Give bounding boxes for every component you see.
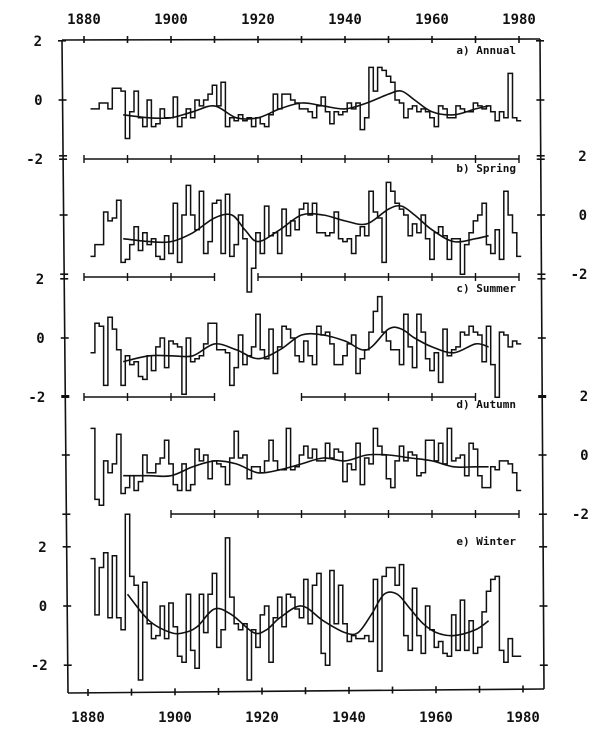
right-y-tick-label: 2 bbox=[580, 389, 588, 405]
panels: a) Annual b) Spring c) Summer d) Autumn e) W… bbox=[83, 44, 522, 681]
top-x-axis: 1880 1900 1920 1940 1960 1980 bbox=[67, 12, 536, 43]
left-axis-line bbox=[61, 39, 69, 694]
smoothed-series-summer-smoothed bbox=[123, 326, 489, 363]
right-y-tick-label: 0 bbox=[580, 448, 588, 464]
bottom-x-tick-label: 1900 bbox=[158, 710, 192, 726]
left-y-tick-label: -2 bbox=[28, 390, 45, 406]
panel-d: d) Autumn bbox=[90, 398, 522, 518]
right-y-tick-label: 0 bbox=[579, 208, 587, 224]
top-x-tick-label: 1900 bbox=[154, 12, 188, 28]
panel-label-c: c) Summer bbox=[456, 282, 516, 295]
bottom-x-tick-label: 1880 bbox=[71, 710, 105, 726]
smoothed-series-spring-smoothed bbox=[123, 204, 489, 244]
bottom-x-tick-label: 1940 bbox=[332, 710, 366, 726]
panel-a: a) Annual bbox=[83, 44, 522, 163]
left-y-tick-label: 0 bbox=[39, 599, 47, 615]
panel-label-d: d) Autumn bbox=[456, 398, 516, 411]
bottom-x-tick-label: 1920 bbox=[245, 710, 279, 726]
top-x-tick-label: 1920 bbox=[241, 12, 275, 28]
right-y-tick-label: -2 bbox=[572, 507, 589, 523]
left-y-tick-label: 0 bbox=[34, 93, 42, 109]
top-x-tick-label: 1880 bbox=[67, 12, 101, 28]
step-series-summer-anomaly bbox=[90, 295, 522, 398]
step-series-autumn-anomaly bbox=[90, 427, 522, 507]
left-y-tick-label: 2 bbox=[38, 540, 46, 556]
right-axis-line bbox=[539, 38, 545, 690]
smoothed-series-autumn-smoothed bbox=[123, 453, 489, 478]
left-y-axis: 2 0 -2 2 0 -2 2 0 -2 bbox=[26, 34, 72, 674]
top-x-tick-label: 1960 bbox=[415, 12, 449, 28]
panel-b: b) Spring bbox=[83, 162, 522, 293]
left-y-tick-label: -2 bbox=[26, 152, 43, 168]
step-series-winter-anomaly bbox=[90, 513, 522, 681]
panel-e: e) Winter bbox=[90, 513, 522, 681]
smoothed-series-annual-smoothed bbox=[123, 90, 489, 120]
right-y-tick-label: -2 bbox=[571, 267, 588, 283]
step-series-spring-anomaly bbox=[90, 181, 522, 293]
bottom-x-axis: 1880 1900 1920 1940 1960 1980 bbox=[71, 685, 540, 726]
panel-c: c) Summer bbox=[83, 282, 522, 401]
left-y-tick-label: 2 bbox=[34, 34, 42, 50]
left-y-tick-label: 2 bbox=[36, 272, 44, 288]
panel-label-e: e) Winter bbox=[456, 535, 516, 548]
left-y-tick-label: -2 bbox=[31, 658, 48, 674]
bottom-x-tick-label: 1980 bbox=[506, 710, 540, 726]
smoothed-series-winter-smoothed bbox=[126, 591, 490, 637]
panel-label-b: b) Spring bbox=[456, 162, 516, 175]
left-y-tick-label: 0 bbox=[36, 331, 44, 347]
top-x-tick-label: 1940 bbox=[328, 12, 362, 28]
right-y-tick-label: 2 bbox=[578, 149, 586, 165]
panel-label-a: a) Annual bbox=[456, 44, 516, 57]
right-y-axis: 2 0 -2 2 0 -2 bbox=[536, 39, 589, 667]
bottom-x-tick-label: 1960 bbox=[419, 710, 453, 726]
top-x-tick-label: 1980 bbox=[502, 12, 536, 28]
